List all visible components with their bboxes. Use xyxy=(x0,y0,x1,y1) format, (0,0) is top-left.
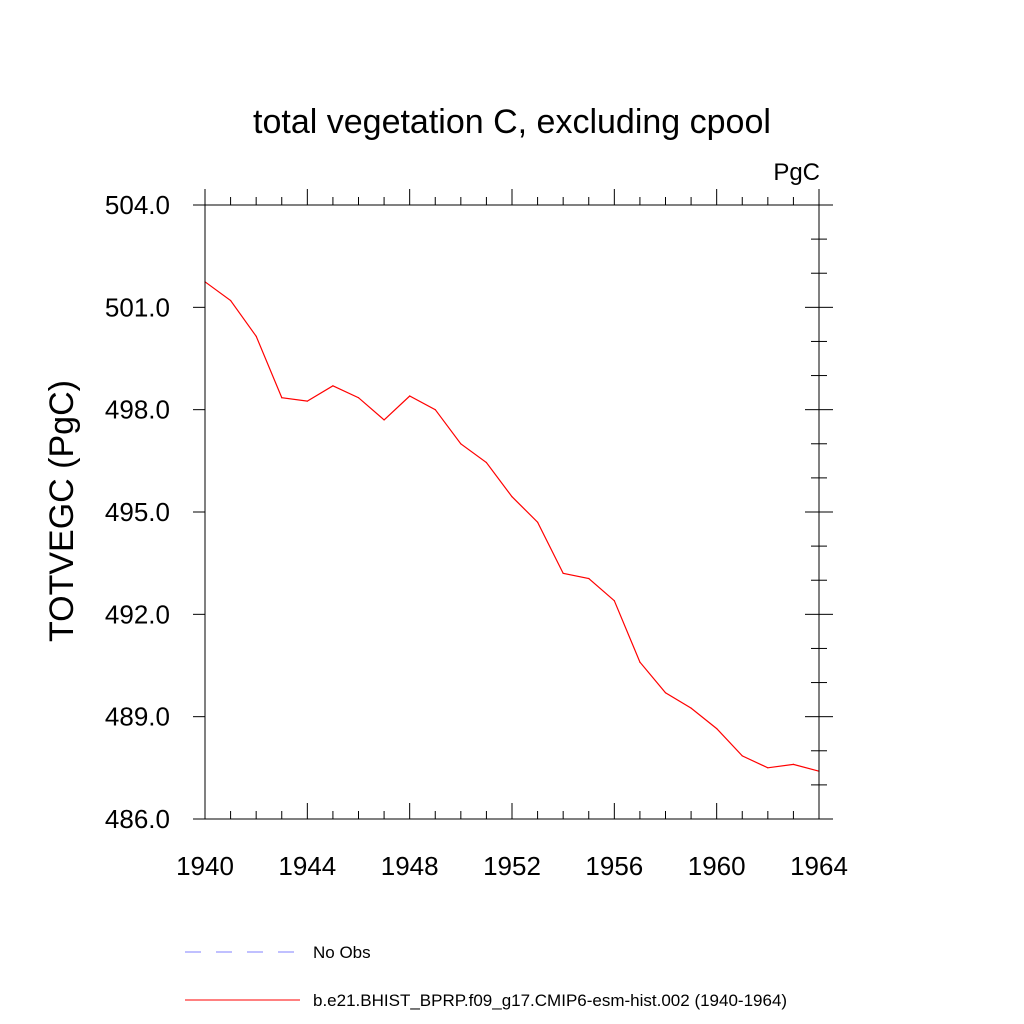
y-tick-label: 501.0 xyxy=(105,292,170,322)
y-tick-label: 492.0 xyxy=(105,599,170,629)
chart-title: total vegetation C, excluding cpool xyxy=(253,103,771,141)
series-line xyxy=(204,281,820,772)
data-point xyxy=(690,707,692,709)
legend: No Obs b.e21.BHIST_BPRP.f09_g17.CMIP6-esm… xyxy=(185,943,787,1010)
legend-label: No Obs xyxy=(313,943,371,962)
x-tick-label: 1940 xyxy=(176,851,234,881)
data-point xyxy=(281,397,283,399)
x-tick-label: 1960 xyxy=(688,851,746,881)
y-tick-label: 498.0 xyxy=(105,395,170,425)
y-tick-label: 504.0 xyxy=(105,190,170,220)
units-label: PgC xyxy=(773,159,820,186)
data-point xyxy=(741,755,743,757)
data-point xyxy=(537,521,539,523)
y-tick-label: 495.0 xyxy=(105,497,170,527)
data-point xyxy=(588,577,590,580)
data-point xyxy=(332,385,334,387)
data-point xyxy=(306,400,308,402)
y-axis-label: TOTVEGC (PgC) xyxy=(43,380,81,642)
plot-frame xyxy=(204,204,820,820)
legend-label: b.e21.BHIST_BPRP.f09_g17.CMIP6-esm-hist.… xyxy=(313,991,787,1010)
x-tick-label: 1944 xyxy=(278,851,336,881)
data-point xyxy=(383,419,385,421)
data-point xyxy=(357,397,360,399)
data-point xyxy=(460,443,462,445)
data-point xyxy=(511,496,513,498)
data-point xyxy=(562,572,564,575)
x-tick-label: 1964 xyxy=(790,851,848,881)
data-point xyxy=(767,767,769,769)
data-point xyxy=(255,335,257,337)
data-point xyxy=(613,600,615,602)
data-point xyxy=(664,692,667,694)
x-tick-label: 1956 xyxy=(585,851,643,881)
data-point xyxy=(230,299,232,302)
data-point xyxy=(716,728,718,730)
y-tick-label: 486.0 xyxy=(105,804,170,834)
x-tick-label: 1948 xyxy=(381,851,439,881)
data-point xyxy=(409,395,411,397)
data-point xyxy=(639,661,641,663)
data-point xyxy=(792,763,795,766)
x-tick-label: 1952 xyxy=(483,851,541,881)
data-point xyxy=(434,409,436,411)
plot-series xyxy=(204,281,820,772)
axis-ticks: 1940 1944 1948 1952 1956 1960 1964 486.0 489.0 49… xyxy=(105,189,848,881)
y-tick-label: 489.0 xyxy=(105,702,170,732)
data-point xyxy=(485,461,487,464)
